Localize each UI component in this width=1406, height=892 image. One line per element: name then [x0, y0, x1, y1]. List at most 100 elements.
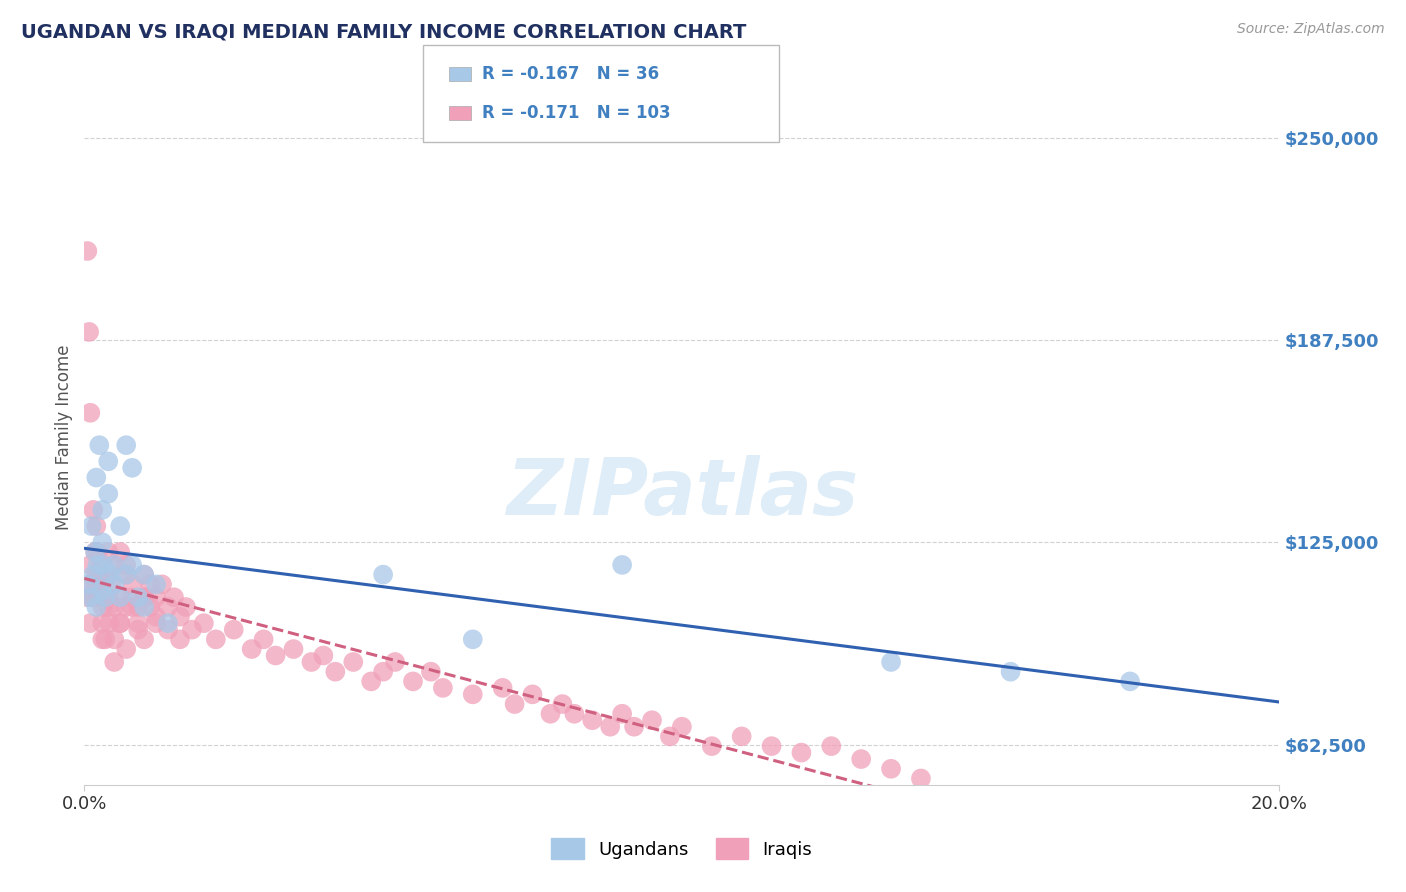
Point	[145, 591, 167, 605]
Point	[97, 486, 120, 500]
Text: Source: ZipAtlas.com: Source: ZipAtlas.com	[1237, 22, 1385, 37]
Point	[110, 591, 132, 605]
Point	[86, 599, 108, 614]
Point	[89, 567, 111, 582]
Point	[84, 545, 107, 559]
Point	[86, 577, 108, 591]
Point	[325, 665, 347, 679]
Point	[342, 655, 364, 669]
Point	[86, 519, 108, 533]
Point	[97, 567, 120, 582]
Point	[115, 438, 138, 452]
Point	[384, 655, 406, 669]
Point	[790, 746, 813, 760]
Point	[1000, 665, 1022, 679]
Point	[91, 583, 114, 598]
Point	[700, 739, 723, 753]
Point	[181, 623, 204, 637]
Point	[731, 730, 754, 744]
Point	[77, 577, 100, 591]
Point	[127, 591, 149, 605]
Point	[150, 577, 173, 591]
Point	[910, 772, 932, 786]
Point	[169, 609, 191, 624]
Point	[115, 567, 138, 582]
Point	[115, 558, 138, 572]
Point	[76, 244, 98, 258]
Point	[89, 438, 111, 452]
Point	[283, 642, 305, 657]
Point	[91, 503, 114, 517]
Point	[222, 623, 245, 637]
Point	[551, 697, 574, 711]
Point	[103, 655, 125, 669]
Point	[98, 567, 121, 582]
Point	[82, 567, 104, 582]
Point	[432, 681, 454, 695]
Point	[110, 591, 132, 605]
Point	[1119, 674, 1142, 689]
Point	[121, 460, 143, 475]
Point	[503, 697, 526, 711]
Text: R = -0.171   N = 103: R = -0.171 N = 103	[482, 104, 671, 122]
Text: ZIPatlas: ZIPatlas	[506, 455, 858, 531]
Point	[91, 632, 114, 647]
Point	[132, 599, 156, 614]
Point	[93, 558, 115, 572]
Point	[641, 713, 664, 727]
Point	[77, 325, 100, 339]
Point	[82, 503, 104, 517]
Point	[127, 616, 149, 631]
Point	[193, 616, 215, 631]
Point	[79, 558, 101, 572]
Point	[84, 545, 107, 559]
Point	[103, 632, 125, 647]
Point	[86, 545, 108, 559]
Point	[599, 720, 621, 734]
Point	[820, 739, 842, 753]
Point	[110, 519, 132, 533]
Point	[540, 706, 562, 721]
Point	[91, 558, 114, 572]
Point	[157, 599, 180, 614]
Point	[145, 616, 167, 631]
Point	[132, 567, 156, 582]
Point	[492, 681, 515, 695]
Point	[93, 591, 115, 605]
Point	[880, 762, 903, 776]
Point	[659, 730, 682, 744]
Point	[402, 674, 425, 689]
Point	[103, 558, 125, 572]
Point	[360, 674, 382, 689]
Point	[145, 577, 167, 591]
Point	[91, 599, 114, 614]
Point	[253, 632, 276, 647]
Point	[132, 591, 156, 605]
Point	[264, 648, 287, 663]
Point	[91, 535, 114, 549]
Point	[110, 545, 132, 559]
Point	[97, 545, 120, 559]
Point	[581, 713, 603, 727]
Point	[461, 687, 484, 701]
Y-axis label: Median Family Income: Median Family Income	[55, 344, 73, 530]
Point	[86, 470, 108, 484]
Point	[121, 577, 143, 591]
Point	[110, 616, 132, 631]
Point	[100, 577, 122, 591]
Point	[132, 567, 156, 582]
Point	[98, 616, 121, 631]
Point	[127, 623, 149, 637]
Point	[301, 655, 323, 669]
Point	[157, 623, 180, 637]
Point	[80, 519, 103, 533]
Point	[205, 632, 228, 647]
Point	[139, 577, 162, 591]
Point	[163, 591, 186, 605]
Point	[91, 616, 114, 631]
Point	[373, 665, 395, 679]
Point	[110, 616, 132, 631]
Point	[851, 752, 873, 766]
Point	[121, 591, 143, 605]
Point	[612, 558, 634, 572]
